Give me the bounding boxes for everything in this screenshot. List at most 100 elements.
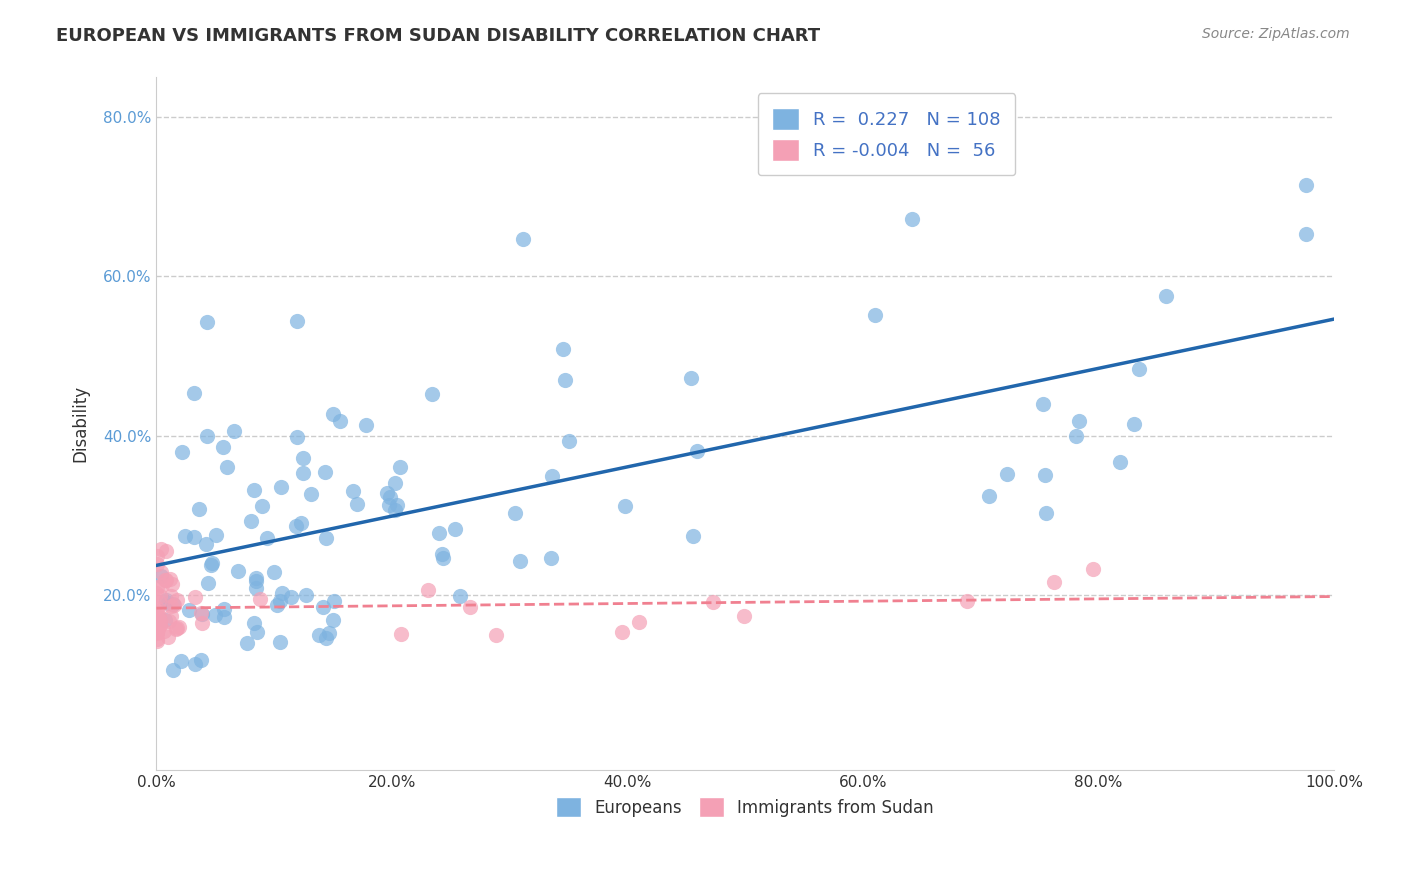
Point: [195, 315, 218, 329]
Point: [146, 634, 169, 648]
Point: [269, 635, 291, 649]
Point: [432, 551, 454, 566]
Point: [512, 232, 534, 246]
Point: [183, 386, 205, 401]
Point: [554, 374, 576, 388]
Point: [280, 591, 302, 605]
Point: [702, 595, 724, 609]
Point: [155, 544, 177, 558]
Point: [1067, 414, 1090, 428]
Point: [1128, 362, 1150, 376]
Point: [214, 602, 236, 616]
Point: [146, 619, 169, 633]
Point: [190, 606, 212, 620]
Point: [318, 625, 340, 640]
Point: [271, 585, 294, 599]
Point: [191, 607, 214, 621]
Point: [900, 212, 922, 227]
Point: [314, 465, 336, 479]
Point: [245, 581, 267, 595]
Point: [190, 616, 212, 631]
Point: [284, 519, 307, 533]
Point: [503, 506, 526, 520]
Point: [148, 609, 170, 624]
Point: [222, 424, 245, 438]
Point: [956, 594, 979, 608]
Point: [250, 499, 273, 513]
Point: [509, 554, 531, 568]
Point: [245, 574, 267, 588]
Point: [146, 601, 169, 615]
Point: [246, 625, 269, 640]
Point: [285, 430, 308, 444]
Point: [312, 599, 335, 614]
Point: [242, 615, 264, 630]
Point: [354, 417, 377, 432]
Point: [614, 500, 637, 514]
Point: [179, 603, 201, 617]
Point: [160, 599, 183, 613]
Point: [194, 537, 217, 551]
Point: [384, 476, 406, 491]
Point: [249, 591, 271, 606]
Point: [149, 589, 172, 603]
Point: [558, 434, 581, 448]
Point: [184, 657, 207, 671]
Point: [378, 498, 401, 512]
Point: [266, 599, 288, 613]
Point: [172, 445, 194, 459]
Point: [540, 469, 562, 483]
Point: [375, 486, 398, 500]
Point: [342, 483, 364, 498]
Point: [156, 630, 179, 644]
Point: [308, 628, 330, 642]
Point: [183, 590, 205, 604]
Point: [195, 429, 218, 443]
Point: [167, 620, 190, 634]
Point: [484, 627, 506, 641]
Point: [183, 530, 205, 544]
Point: [145, 624, 167, 639]
Point: [290, 516, 312, 530]
Point: [551, 343, 574, 357]
Point: [245, 571, 267, 585]
Point: [145, 625, 167, 640]
Point: [150, 541, 173, 556]
Point: [315, 632, 337, 646]
Point: [240, 514, 263, 528]
Point: [155, 573, 177, 587]
Point: [444, 522, 467, 536]
Text: Source: ZipAtlas.com: Source: ZipAtlas.com: [1202, 27, 1350, 41]
Point: [159, 590, 181, 604]
Point: [217, 459, 239, 474]
Point: [299, 487, 322, 501]
Point: [153, 574, 176, 588]
Point: [294, 588, 316, 602]
Point: [285, 314, 308, 328]
Point: [166, 621, 188, 635]
Point: [146, 558, 169, 572]
Point: [145, 549, 167, 563]
Point: [205, 528, 228, 542]
Legend: Europeans, Immigrants from Sudan: Europeans, Immigrants from Sudan: [550, 790, 941, 824]
Point: [322, 407, 344, 421]
Point: [322, 613, 344, 627]
Point: [389, 627, 412, 641]
Point: [269, 594, 291, 608]
Point: [291, 451, 314, 466]
Point: [148, 617, 170, 632]
Point: [263, 565, 285, 579]
Point: [197, 576, 219, 591]
Point: [212, 610, 235, 624]
Text: EUROPEAN VS IMMIGRANTS FROM SUDAN DISABILITY CORRELATION CHART: EUROPEAN VS IMMIGRANTS FROM SUDAN DISABI…: [56, 27, 820, 45]
Point: [150, 565, 173, 579]
Point: [627, 615, 650, 629]
Point: [388, 459, 411, 474]
Point: [1035, 506, 1057, 520]
Point: [329, 414, 352, 428]
Point: [1042, 574, 1064, 589]
Point: [160, 577, 183, 591]
Point: [211, 440, 233, 454]
Point: [146, 624, 169, 639]
Point: [149, 568, 172, 582]
